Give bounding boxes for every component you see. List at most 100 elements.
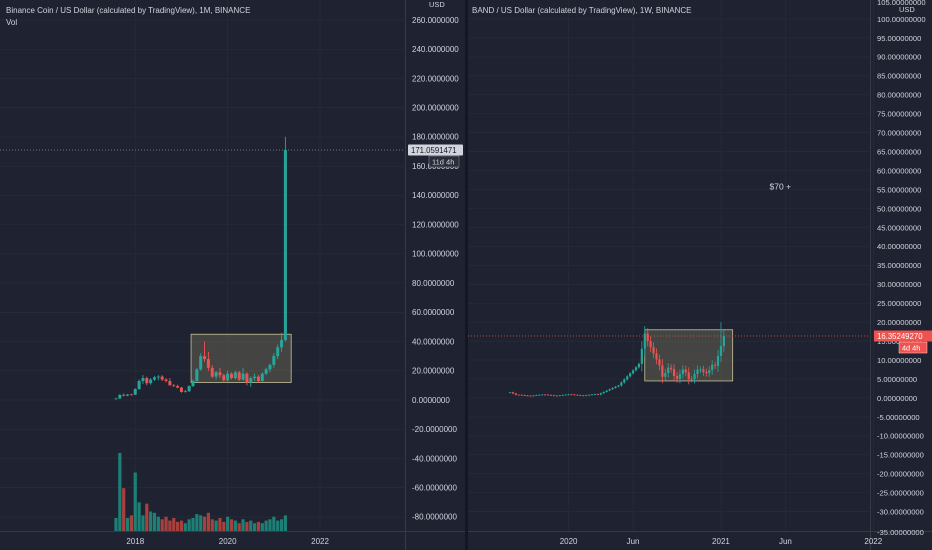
band-candle[interactable] [631,369,635,375]
bnb-candle[interactable] [183,389,187,393]
bnb-candle[interactable] [226,370,230,382]
band-candle[interactable] [579,394,582,396]
band-candle[interactable] [517,394,520,396]
bnb-candle[interactable] [133,388,137,396]
bnb-candle[interactable] [145,376,149,386]
band-candle[interactable] [605,389,608,393]
bnb-candle[interactable] [164,378,168,383]
band-candle[interactable] [652,342,655,359]
bnb-candle[interactable] [260,372,264,382]
bnb-candle[interactable] [272,353,276,368]
band-candle[interactable] [637,362,641,369]
band-candle[interactable] [514,392,517,396]
band-candle[interactable] [590,393,594,396]
band-candle[interactable] [675,372,679,383]
bnb-candle[interactable] [249,376,253,387]
bnb-candle[interactable] [253,373,257,382]
band-candle[interactable] [576,394,579,396]
band-candle[interactable] [558,394,561,397]
bnb-candle[interactable] [118,394,122,399]
bnb-chart-pane[interactable]: 260.0000000 240.0000000 220.0000000 200.000… [0,0,466,550]
bnb-candle[interactable] [276,344,280,360]
band-candle[interactable] [608,388,611,392]
band-candle[interactable] [511,391,515,395]
band-candle[interactable] [699,366,702,373]
band-candle[interactable] [664,368,667,381]
band-candle[interactable] [541,394,544,396]
band-candle[interactable] [588,394,591,396]
bnb-time-axis[interactable]: 2018 2020 2022 [126,537,329,546]
band-candle[interactable] [570,393,573,396]
band-candles[interactable] [508,322,725,397]
band-candle[interactable] [620,381,623,387]
bnb-candle[interactable] [187,385,191,392]
band-candle[interactable] [646,328,649,347]
band-candle[interactable] [661,358,664,384]
bnb-candle[interactable] [280,332,284,352]
band-candle[interactable] [599,392,602,396]
bnb-candle[interactable] [233,370,237,380]
bnb-candle[interactable] [264,367,268,376]
band-candle[interactable] [667,363,670,378]
band-candle[interactable] [670,364,673,373]
band-candle[interactable] [643,325,646,357]
band-candle[interactable] [649,336,652,353]
band-candle[interactable] [546,394,550,396]
bnb-candle[interactable] [129,393,133,396]
band-candle[interactable] [693,369,696,384]
bnb-candle[interactable] [156,375,160,381]
band-candle[interactable] [532,395,535,397]
band-candle[interactable] [552,394,556,397]
bnb-candle[interactable] [241,367,245,382]
band-candle[interactable] [585,394,588,396]
band-candle[interactable] [508,391,512,394]
band-candle[interactable] [596,393,599,396]
band-candle[interactable] [623,378,626,384]
bnb-candle[interactable] [191,379,195,387]
band-candle[interactable] [705,368,708,377]
bnb-candle[interactable] [214,370,218,380]
band-candle[interactable] [611,387,614,390]
band-candle[interactable] [529,395,532,397]
bnb-range-rectangle[interactable] [190,333,292,383]
bnb-candle[interactable] [160,375,164,382]
band-candle[interactable] [614,385,617,389]
band-candle[interactable] [626,375,629,381]
band-chart-pane[interactable]: 100.00000000 95.00000000 90.00000000 85.000… [468,0,932,550]
bnb-candle[interactable] [126,394,130,397]
bnb-candle[interactable] [283,136,287,342]
bnb-range-box[interactable] [190,333,292,383]
band-candle[interactable] [564,394,567,396]
bnb-candle[interactable] [172,383,176,387]
band-candle[interactable] [687,367,690,385]
band-price-target-annotation[interactable]: $70 + [770,182,792,192]
bnb-candle[interactable] [199,353,203,371]
band-candle[interactable] [629,372,632,378]
band-candle[interactable] [719,322,723,362]
band-candle[interactable] [573,393,576,396]
bnb-candle[interactable] [256,375,260,383]
band-candle[interactable] [582,394,585,397]
bnb-candle[interactable] [206,351,210,371]
band-candle[interactable] [634,366,638,372]
band-time-axis[interactable]: 2020 Jun 2021 Jun 2022 [560,537,883,546]
bnb-candles[interactable] [114,136,287,400]
band-candle[interactable] [702,365,705,376]
bnb-candle[interactable] [179,386,183,393]
band-candle[interactable] [722,329,725,353]
band-candle[interactable] [602,391,605,394]
band-candle[interactable] [714,361,717,370]
bnb-candle[interactable] [222,373,226,383]
bnb-candle[interactable] [153,375,156,382]
band-candle[interactable] [708,366,711,378]
bnb-candle[interactable] [122,393,126,397]
band-candle[interactable] [640,341,643,372]
band-candle[interactable] [526,394,529,397]
band-candle[interactable] [672,364,676,382]
band-candle[interactable] [696,365,699,379]
bnb-candle[interactable] [168,378,172,386]
bnb-candle[interactable] [245,372,249,386]
band-candle[interactable] [716,349,720,372]
bnb-candle[interactable] [268,363,272,373]
